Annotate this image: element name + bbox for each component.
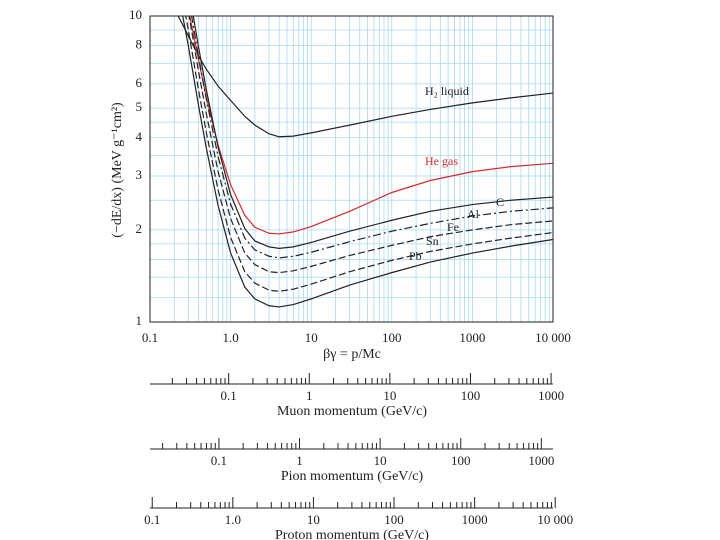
data-line [188,16,553,274]
x-tick-label: 1.0 [222,330,238,345]
y-tick-label: 2 [136,221,143,236]
tick-label: 10 000 [537,512,573,527]
y-tick-label: 4 [136,129,143,144]
curves [177,16,553,308]
curve-label: Sn [426,234,439,248]
y-tick-label: 3 [136,167,143,182]
tick-label: 1 [306,388,313,403]
momentum-axis-title: Pion momentum (GeV/c) [281,469,424,484]
tick-label: 1000 [462,512,488,527]
momentum-axis-title: Muon momentum (GeV/c) [277,404,427,419]
tick-label: 1.0 [225,512,241,527]
curve-label: Fe [447,220,459,234]
x-tick-label: 10 [305,330,318,345]
tick-label: 100 [461,388,481,403]
x-tick-label: 1000 [459,330,485,345]
tick-label: 100 [384,512,404,527]
tick-label: 1000 [528,453,554,468]
tick-label: 0.1 [221,388,237,403]
curve-label: Al [467,207,480,221]
x-tick-label: 100 [382,330,402,345]
tick-label: 10 [307,512,320,527]
tick-label: 1 [296,453,303,468]
x-tick-label: 10 000 [535,330,571,345]
curve-label: Pb [409,249,422,263]
tick-label: 100 [451,453,471,468]
curve-label: C [496,195,504,209]
data-line [192,16,553,249]
data-line [177,16,553,138]
curve-label: He gas [425,154,458,168]
y-tick-label: 8 [136,37,143,52]
x-axis-title: βγ = p/Mc [323,347,381,362]
data-line [189,16,553,235]
y-axis-title: (−dE/dx) (MeV g⁻¹cm²) [110,102,125,238]
data-line [182,16,553,308]
tick-label: 0.1 [211,453,227,468]
y-tick-label: 1 [136,313,143,328]
x-tick-label: 0.1 [142,330,158,345]
data-line [185,16,553,292]
tick-label: 1000 [538,388,564,403]
y-tick-label: 5 [136,99,143,114]
y-tick-label: 6 [136,75,143,90]
momentum-axis-title: Proton momentum (GeV/c) [275,528,429,540]
tick-label: 0.1 [144,512,160,527]
data-line [191,16,553,259]
tick-label: 10 [383,388,396,403]
y-tick-label: 10 [129,7,142,22]
curve-label: H₂ liquid [425,84,469,98]
tick-label: 10 [374,453,387,468]
plot-frame [149,15,554,323]
